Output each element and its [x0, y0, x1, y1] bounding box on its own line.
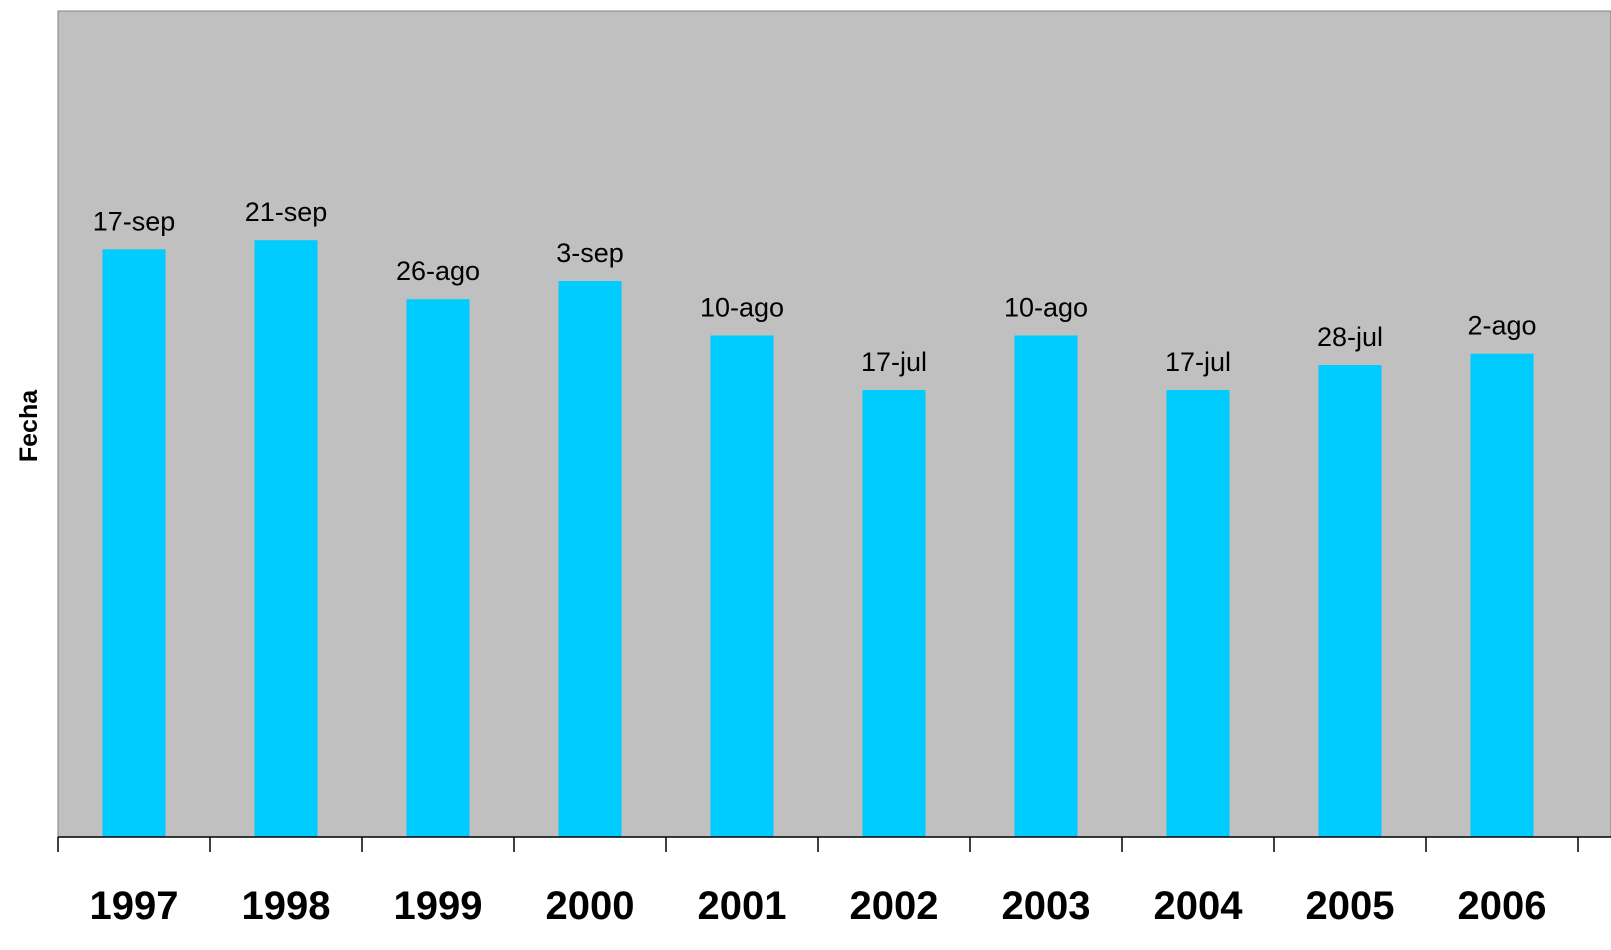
data-label-2006: 2-ago: [1467, 311, 1536, 341]
x-ticks-group: [57, 837, 1579, 852]
x-tick-label-2004: 2004: [1154, 884, 1244, 928]
x-tick-label-2000: 2000: [546, 884, 635, 928]
x-tick-label-2001: 2001: [698, 884, 787, 928]
bar-2001: [710, 335, 774, 837]
bar-2003: [1014, 335, 1078, 837]
x-tick-labels-group: 1997 1998 1999 2000 2001 2002 2003 2004 2005 2006: [90, 884, 1547, 928]
data-label-2000: 3-sep: [556, 238, 624, 268]
bars-group: [102, 240, 1534, 838]
x-tick-label-2006: 2006: [1458, 884, 1547, 928]
data-label-1998: 21-sep: [245, 197, 328, 227]
x-tick-label-1997: 1997: [90, 884, 179, 928]
data-labels-group: 17-sep 21-sep 26-ago 3-sep 10-ago 17-jul 10-ag…: [93, 197, 1537, 377]
x-tick-label-2005: 2005: [1306, 884, 1395, 928]
bar-1999: [406, 299, 470, 837]
data-label-2001: 10-ago: [700, 293, 784, 323]
bar-2006: [1470, 353, 1534, 837]
bar-1998: [254, 240, 318, 837]
x-tick-label-1998: 1998: [242, 884, 331, 928]
data-label-2005: 28-jul: [1317, 322, 1383, 352]
y-axis-label: Fecha: [15, 389, 43, 462]
data-label-1997: 17-sep: [93, 206, 176, 236]
x-tick-label-2002: 2002: [850, 884, 939, 928]
bar-2005: [1318, 365, 1382, 837]
x-tick-label-2003: 2003: [1002, 884, 1091, 928]
data-label-1999: 26-ago: [396, 256, 480, 286]
bar-2002: [862, 390, 926, 837]
data-label-2002: 17-jul: [861, 347, 927, 377]
x-tick-label-1999: 1999: [394, 884, 483, 928]
data-label-2004: 17-jul: [1165, 347, 1231, 377]
bar-1997: [102, 249, 166, 838]
data-label-2003: 10-ago: [1004, 293, 1088, 323]
bar-2000: [558, 281, 622, 837]
bar-2004: [1166, 390, 1230, 837]
